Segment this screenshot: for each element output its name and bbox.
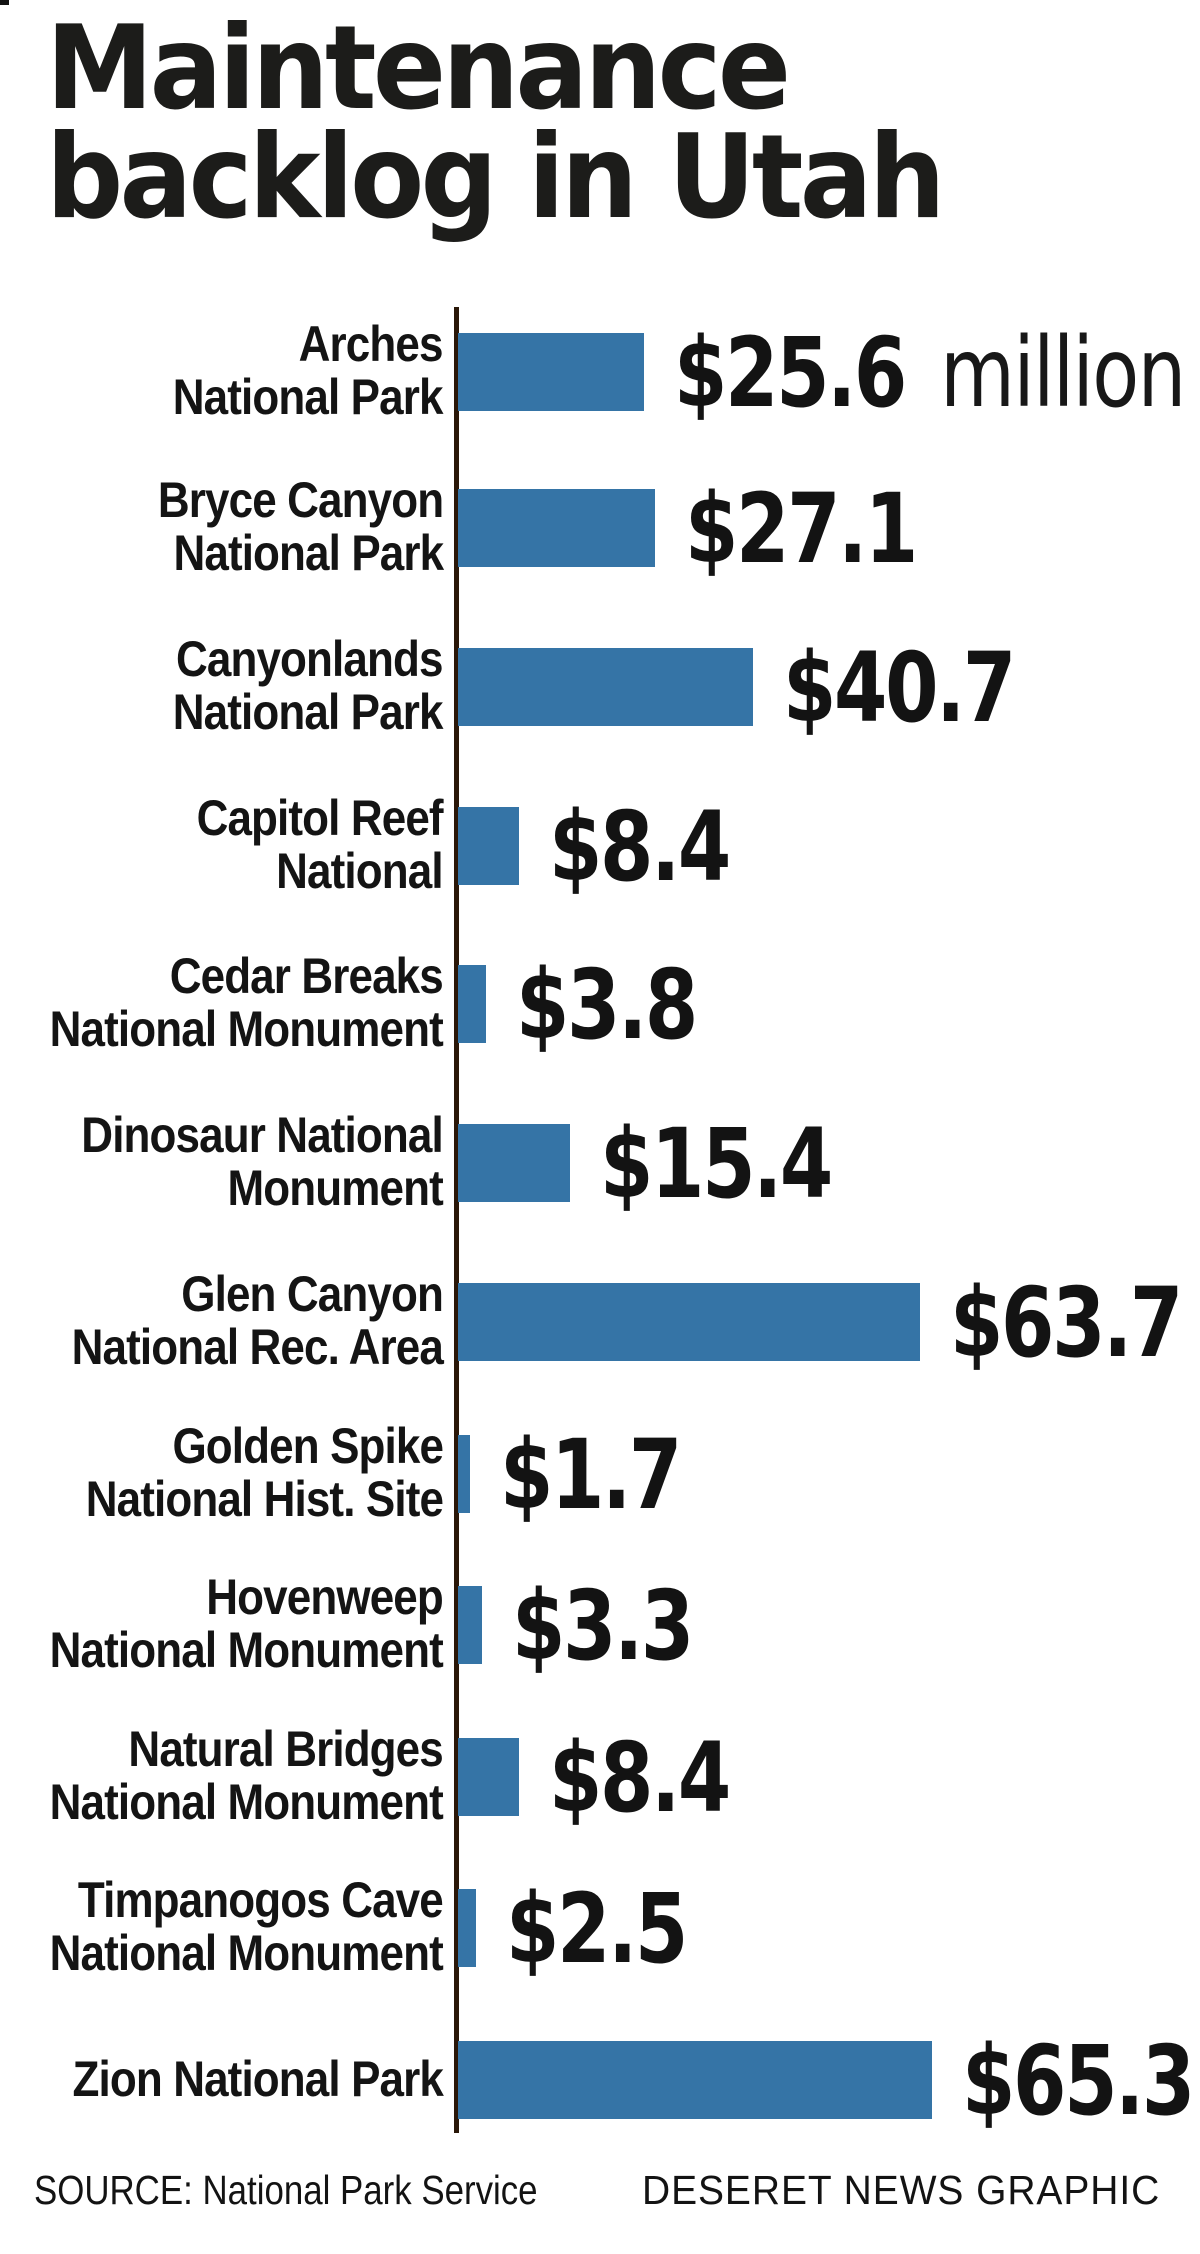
category-label-line: National Park xyxy=(173,369,444,425)
bar-row: Golden Spike National Hist. Site $1.7 xyxy=(0,1419,1200,1591)
category-label-line: Bryce Canyon xyxy=(157,472,444,528)
category-label-line: National Rec. Area xyxy=(71,1319,444,1375)
bar xyxy=(458,648,753,726)
value-amount: $2.5 xyxy=(506,1873,688,1985)
chart-title: Maintenance backlog in Utah xyxy=(46,1,946,245)
value-label: $2.5 xyxy=(506,1873,688,1985)
value-label: $65.3 xyxy=(962,2025,1195,2137)
category-label-line: Hovenweep xyxy=(206,1569,443,1625)
value-amount: $25.6 xyxy=(674,317,907,429)
bar-row: Canyonlands National Park $40.7 xyxy=(0,632,1200,804)
value-amount: $27.1 xyxy=(685,473,918,585)
y-axis-line xyxy=(454,307,459,2133)
category-label-line: Canyonlands xyxy=(176,631,444,687)
bar-row: Dinosaur National Monument $15.4 xyxy=(0,1108,1200,1280)
value-label: $8.4 xyxy=(549,791,731,903)
value-amount: $63.7 xyxy=(950,1267,1183,1379)
category-label-line: Natural Bridges xyxy=(128,1721,444,1777)
category-label-line: Capitol Reef xyxy=(196,790,444,846)
category-label: Glen Canyon National Rec. Area xyxy=(71,1266,444,1375)
bar xyxy=(458,489,655,567)
bar xyxy=(458,1889,476,1967)
value-label: $40.7 xyxy=(783,632,1016,744)
bar xyxy=(458,1124,570,1202)
value-amount: $15.4 xyxy=(600,1108,833,1220)
bar-row: Zion National Park $65.3 xyxy=(0,2025,1200,2197)
bar-row: Arches National Park $25.6 million xyxy=(0,317,1200,489)
value-label: $63.7 xyxy=(950,1267,1183,1379)
category-label: Hovenweep National Monument xyxy=(49,1569,444,1678)
category-label-line: National Monument xyxy=(49,1001,444,1057)
bar-row: Natural Bridges National Monument $8.4 xyxy=(0,1722,1200,1894)
category-label: Dinosaur National Monument xyxy=(81,1109,443,1215)
value-amount: $40.7 xyxy=(783,632,1016,744)
bar-row: Glen Canyon National Rec. Area $63.7 xyxy=(0,1267,1200,1439)
category-label: Natural Bridges National Monument xyxy=(49,1721,444,1830)
bar-row: Timpanogos Cave National Monument $2.5 xyxy=(0,1873,1200,2045)
category-label-line: Zion National Park xyxy=(72,2051,444,2107)
category-label-line: National xyxy=(276,843,443,899)
category-label-line: Glen Canyon xyxy=(181,1266,444,1322)
value-label: $25.6 million xyxy=(674,317,1186,429)
category-label: Bryce Canyon National Park xyxy=(157,472,444,581)
category-label: Cedar Breaks National Monument xyxy=(49,948,444,1057)
category-label-line: Dinosaur National xyxy=(81,1107,443,1163)
category-label-line: National Park xyxy=(173,525,444,581)
value-amount: $3.8 xyxy=(516,949,698,1061)
value-label: $1.7 xyxy=(500,1419,682,1531)
category-label-line: Timpanogos Cave xyxy=(78,1872,444,1928)
bar xyxy=(458,333,644,411)
graphic-credit: DESERET NEWS GRAPHIC xyxy=(642,2167,1161,2213)
category-label: Arches National Park xyxy=(173,316,444,425)
bar xyxy=(458,965,486,1043)
category-label: Canyonlands National Park xyxy=(173,631,444,740)
category-label-line: National Monument xyxy=(49,1925,444,1981)
chart-title-line-2: backlog in Utah xyxy=(46,110,946,245)
category-label: Timpanogos Cave National Monument xyxy=(49,1872,444,1981)
value-label: $3.8 xyxy=(516,949,698,1061)
chart-title-line-1: Maintenance xyxy=(46,1,791,136)
category-label-line: Arches xyxy=(299,316,444,372)
bar xyxy=(458,1738,519,1816)
category-label-line: National Monument xyxy=(49,1622,444,1678)
corner-artifact-mark xyxy=(0,0,9,5)
bar xyxy=(458,2041,932,2119)
category-label: Capitol Reef National xyxy=(196,790,444,899)
value-label: $15.4 xyxy=(600,1108,833,1220)
category-label: Zion National Park xyxy=(72,2051,444,2107)
bar xyxy=(458,807,519,885)
bar-row: Capitol Reef National $8.4 xyxy=(0,791,1200,963)
value-label: $27.1 xyxy=(685,473,918,585)
bar xyxy=(458,1435,470,1513)
value-amount: $8.4 xyxy=(549,1722,731,1834)
category-label-line: National Hist. Site xyxy=(85,1471,444,1527)
source-credit: SOURCE: National Park Service xyxy=(34,2167,538,2213)
value-amount: $1.7 xyxy=(500,1419,682,1531)
category-label: Golden Spike National Hist. Site xyxy=(85,1418,444,1527)
category-label-line: Cedar Breaks xyxy=(169,948,444,1004)
bar-row: Bryce Canyon National Park $27.1 xyxy=(0,473,1200,645)
category-label-line: Monument xyxy=(227,1160,444,1216)
value-amount: $3.3 xyxy=(512,1570,694,1682)
bar-row: Hovenweep National Monument $3.3 xyxy=(0,1570,1200,1742)
category-label-line: Golden Spike xyxy=(172,1418,444,1474)
value-amount: $8.4 xyxy=(549,791,731,903)
category-label-line: National Monument xyxy=(49,1774,444,1830)
bar-row: Cedar Breaks National Monument $3.8 xyxy=(0,949,1200,1121)
category-label-line: National Park xyxy=(173,684,444,740)
bar xyxy=(458,1586,482,1664)
value-label: $8.4 xyxy=(549,1722,731,1834)
bar xyxy=(458,1283,920,1361)
value-unit-suffix: million xyxy=(940,317,1186,429)
value-amount: $65.3 xyxy=(962,2025,1195,2137)
value-label: $3.3 xyxy=(512,1570,694,1682)
